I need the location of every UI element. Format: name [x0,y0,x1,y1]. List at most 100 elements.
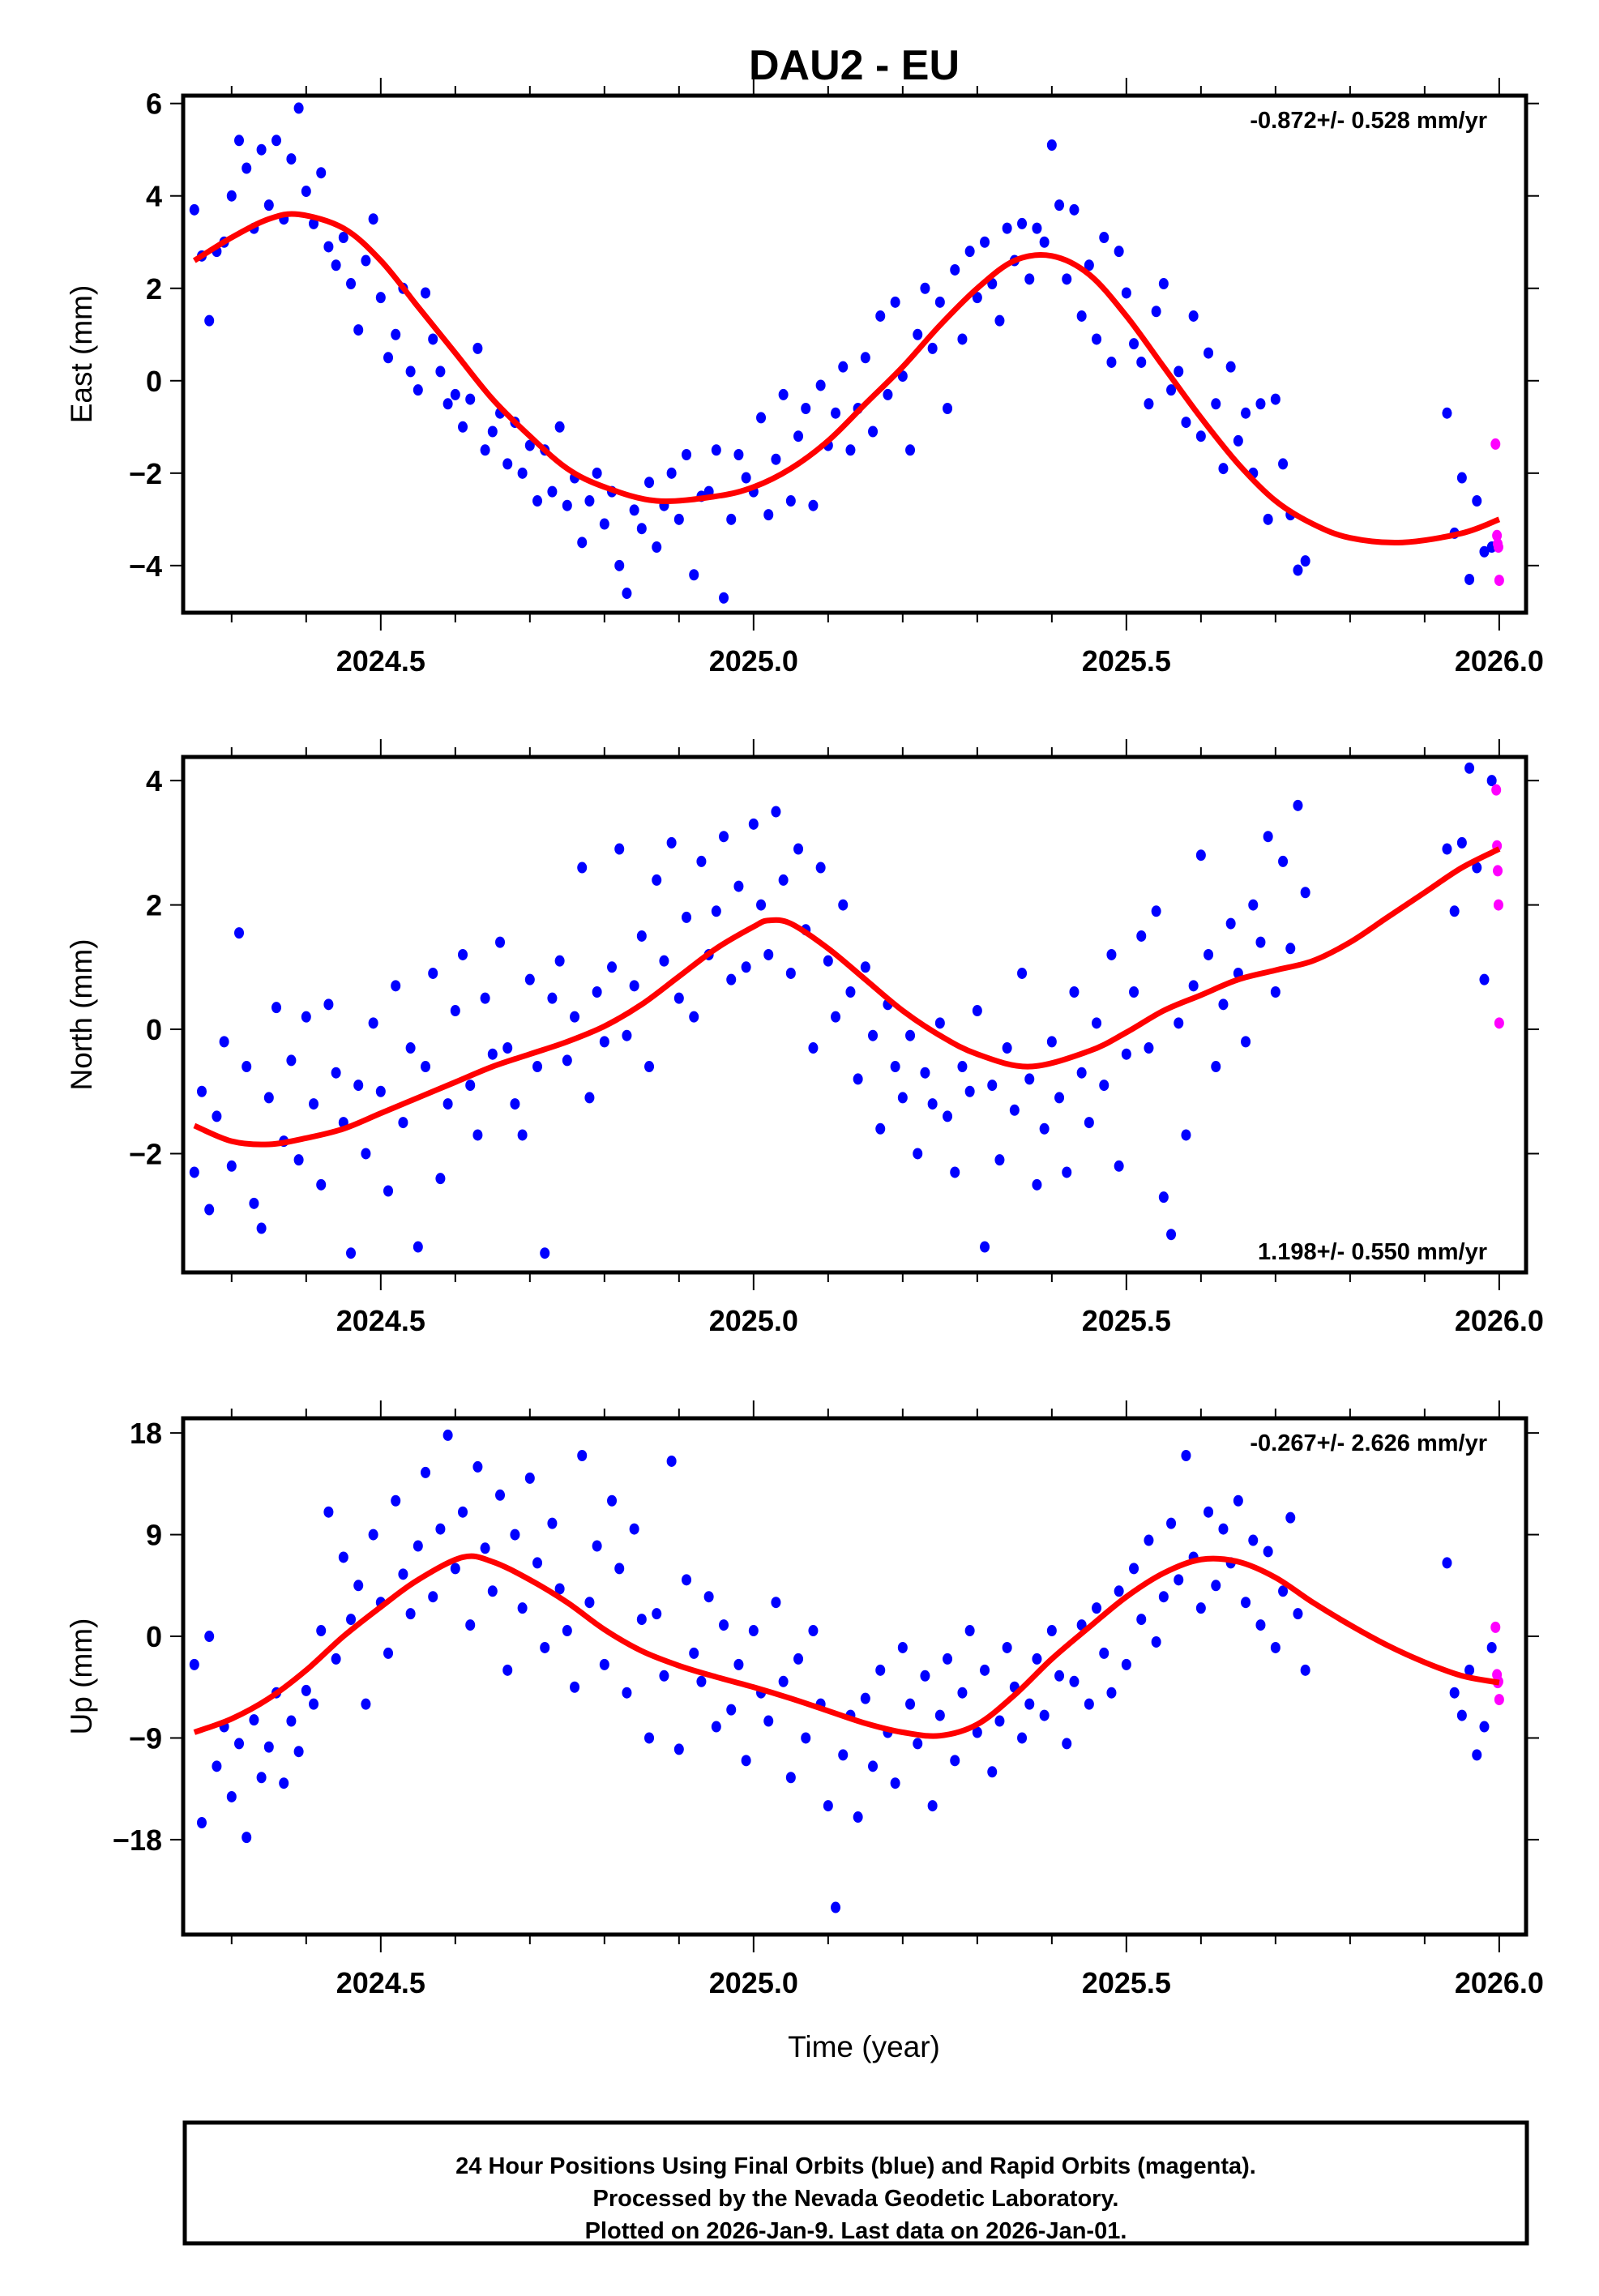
y-tick-label: 18 [130,1417,162,1450]
final-orbit-point [614,559,625,571]
x-tick-label: 2025.0 [709,1966,798,1999]
final-orbit-point [972,1726,982,1738]
final-orbit-point [1076,1067,1087,1079]
final-orbit-point [577,1449,588,1461]
final-orbit-point [301,1011,311,1023]
final-orbit-point [644,1732,655,1744]
final-orbit-point [547,485,558,498]
final-orbit-point [726,1704,737,1716]
final-orbit-point [1449,1687,1460,1699]
final-orbit-point [1114,1160,1124,1172]
footer-line-1: 24 Hour Positions Using Final Orbits (bl… [455,2153,1256,2179]
final-orbit-point [599,518,609,530]
final-orbit-point [793,430,804,443]
final-orbit-point [950,263,960,276]
final-orbit-point [1002,222,1012,234]
x-tick-label: 2024.5 [336,1304,425,1337]
final-orbit-point [1204,948,1214,960]
final-orbit-point [383,1647,394,1659]
y-axis-label: Up (mm) [65,1618,98,1735]
final-orbit-point [1293,1608,1303,1620]
final-orbit-point [465,1619,476,1631]
y-tick-label: 4 [146,764,162,797]
final-orbit-point [1017,967,1028,979]
final-orbit-point [823,1800,833,1812]
final-orbit-point [1054,199,1065,212]
final-orbit-point [778,874,789,886]
final-orbit-point [1054,1670,1065,1682]
final-orbit-point [913,1148,923,1160]
final-orbit-point [1017,1732,1028,1744]
final-orbit-point [943,1653,953,1665]
final-orbit-point [1300,1664,1310,1676]
final-orbit-point [554,421,565,433]
model-fit-curve [192,211,1501,546]
final-orbit-point [480,444,490,456]
final-orbit-point [1084,1117,1094,1129]
final-orbit-point [1054,1092,1065,1104]
final-orbit-point [316,1625,327,1637]
final-orbit-point [920,1067,930,1079]
final-orbit-point [763,1715,774,1727]
final-orbit-point [793,1653,804,1665]
final-orbit-point [1099,1080,1109,1092]
final-orbit-point [524,973,535,986]
final-orbit-point [1084,259,1094,272]
final-orbit-point [599,1658,609,1670]
final-orbit-point [309,1098,319,1110]
final-orbit-point [1270,1641,1280,1653]
final-orbit-point [1241,407,1251,419]
final-orbit-point [1456,1709,1467,1721]
final-orbit-point [480,992,490,1004]
panel-east: 2024.5 2025.0 2025.5 2026.0 −4 −2 0 2 4 6 East (mm… [65,78,1544,678]
final-orbit-point [1069,203,1080,216]
final-orbit-point [934,1017,945,1029]
final-orbit-point [763,948,774,960]
final-orbit-point [868,1029,879,1041]
final-orbit-point [703,1591,714,1603]
footer-frame [182,2120,1529,2246]
final-orbit-point [1106,948,1117,960]
final-orbit-point [361,1148,371,1160]
final-orbit-point [554,1583,565,1595]
velocity-rate-label: -0.267+/- 2.626 mm/yr [1250,1430,1487,1456]
final-orbit-point [1136,356,1147,368]
final-orbit-point [1464,573,1475,585]
final-orbit-point [1472,862,1482,874]
final-orbit-point [883,388,893,400]
final-orbit-point [226,190,237,202]
rapid-orbit-point [1491,784,1502,796]
final-orbit-point [309,1698,319,1710]
final-orbit-point [1270,393,1280,405]
final-orbit-point [682,1574,692,1586]
final-orbit-point [1106,356,1117,368]
final-orbit-point [860,1692,870,1704]
final-orbit-point [1233,1494,1243,1507]
final-orbit-point [1233,434,1243,447]
final-orbit-point [405,1042,416,1054]
rapid-orbit-point [1493,865,1503,877]
y-tick-label: 9 [146,1519,162,1552]
final-orbit-point [532,495,543,507]
final-orbit-point [644,1061,655,1073]
final-orbit-point [331,259,341,272]
final-orbit-point [1479,973,1490,986]
final-orbit-point [197,1085,207,1097]
final-orbit-point [338,1551,348,1563]
final-orbit-point [1121,287,1131,299]
final-orbit-point [540,1247,550,1259]
final-orbit-point [815,862,826,874]
final-orbit-point [733,1658,744,1670]
final-orbit-point [875,1664,886,1676]
final-orbit-point [517,1602,528,1614]
final-orbit-point [980,1664,990,1676]
rapid-orbit-point [1494,1694,1504,1706]
final-orbit-point [242,162,252,174]
final-orbit-point [1121,1658,1131,1670]
final-orbit-point [1263,1546,1273,1558]
final-orbit-point [1002,1042,1012,1054]
final-orbit-point [495,936,506,948]
final-orbit-point [1181,1129,1191,1141]
final-orbit-point [293,102,304,114]
